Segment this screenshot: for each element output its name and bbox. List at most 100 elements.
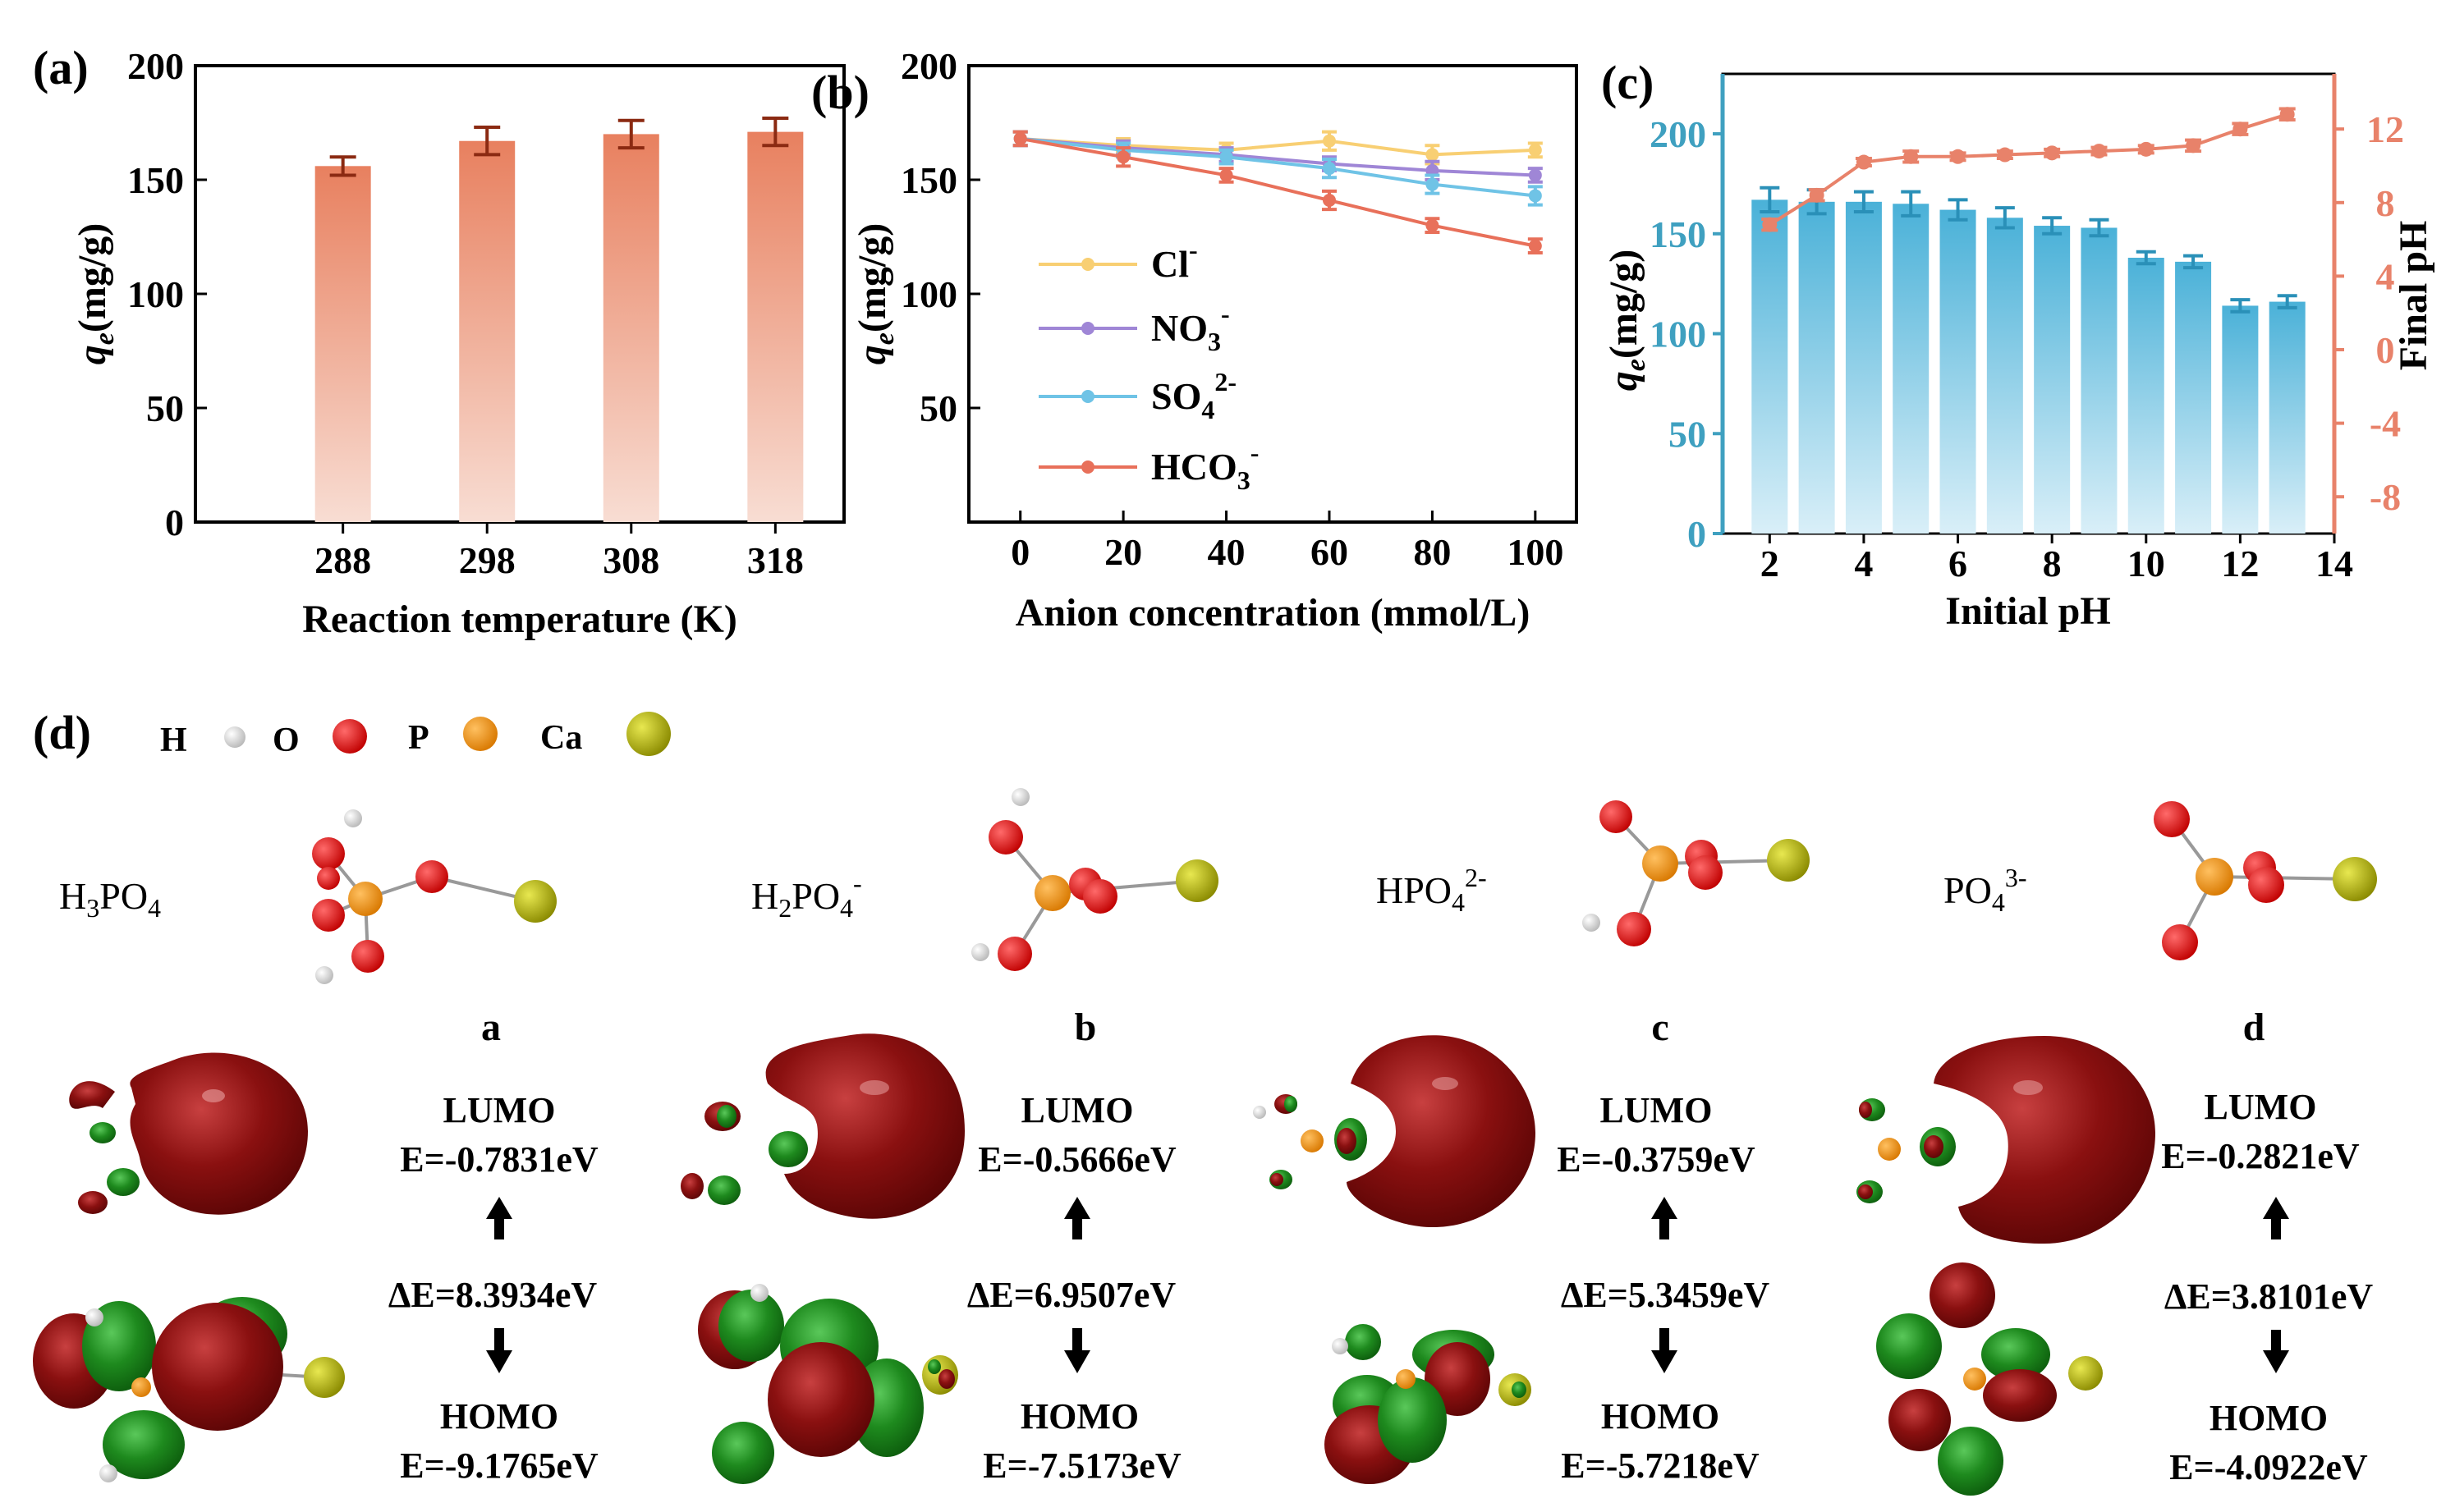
lumo-energy-a: E=-0.7831eV — [400, 1139, 599, 1180]
panel-c-y-symbol: q — [1602, 371, 1645, 391]
legend-p-atom — [463, 717, 498, 751]
panel-b-y-sub: e — [870, 332, 900, 345]
c-ytick-label-0: 0 — [1687, 513, 1706, 555]
b-legend-label-2: SO42- — [1151, 367, 1237, 424]
panel-letter-d: d — [2243, 1006, 2265, 1049]
panel-letter-b: b — [1075, 1006, 1097, 1049]
b-legend-marker-0 — [1081, 258, 1094, 271]
b-xtick-label-4: 80 — [1413, 531, 1451, 573]
b-series-1 — [1012, 130, 1543, 184]
species-h3po4: H3PO4 — [59, 875, 161, 923]
a-ytick-label-1: 50 — [146, 387, 184, 429]
b-legend-sup-1: - — [1221, 299, 1230, 328]
b-legend-label-1: NO3- — [1151, 299, 1230, 356]
a-errorbar-3 — [762, 116, 789, 148]
b-legend-name-1: NO — [1151, 307, 1208, 349]
a-ytick-label-4: 200 — [127, 45, 184, 87]
orbital-energy-panels: a LUMO E=-0.7831eV ΔE=8.3934eV HOMO E=-9… — [388, 1006, 2374, 1487]
a-xtick-label-0: 288 — [314, 539, 371, 581]
c-ph-point-11 — [2279, 107, 2295, 122]
b-legend-marker-2 — [1081, 390, 1094, 403]
panel-c-bars — [1751, 186, 2306, 534]
panel-letter-a: a — [481, 1006, 501, 1049]
panel-b-y-symbol: q — [851, 345, 894, 364]
c-errorbar-0 — [1760, 186, 1780, 213]
c-errorbar-5 — [1994, 206, 2015, 230]
c-y2tick-label-4: 8 — [2376, 182, 2395, 224]
panel-a-bars — [314, 116, 804, 523]
gap-energy-d: ΔE=3.8101eV — [2164, 1276, 2374, 1317]
panel-a-label: (a) — [33, 41, 89, 94]
legend-ca-label: Ca — [540, 719, 582, 757]
a-ytick-label-3: 150 — [127, 159, 184, 201]
panel-c-y2-axis-title: Final pH — [2392, 221, 2435, 371]
panel-b-y-unit: (mg/g) — [851, 223, 894, 332]
panel-c-y2-ticks: -8 -4 0 4 8 12 — [2334, 108, 2404, 518]
panel-c: (c) 0 50 100 150 200 -8 -4 0 4 8 12 2 4 6 8 10 12 14 In… — [1601, 56, 2435, 633]
c-ph-point-1 — [1809, 187, 1824, 203]
b-legend-name-0: Cl — [1151, 243, 1189, 285]
panel-a-y-ticks: 0 50 100 150 200 — [127, 45, 207, 543]
panel-a-y-symbol: q — [71, 345, 114, 364]
c-errorbar-4 — [1948, 198, 1968, 222]
c-ytick-label-3: 150 — [1650, 213, 1706, 255]
lumo-orbital-c — [1253, 1035, 1535, 1227]
b-line-3 — [1020, 136, 1536, 248]
homo-label-b: HOMO — [1021, 1396, 1139, 1436]
c-y2tick-label-2: 0 — [2376, 329, 2395, 371]
b-legend-sup-2: 2- — [1214, 367, 1237, 396]
molecule-h3po4 — [312, 809, 557, 984]
b-point-3-4 — [1425, 218, 1439, 232]
c-errorbar-8 — [2136, 250, 2156, 266]
c-ph-point-5 — [1997, 147, 2012, 163]
b-legend-sub-1: 3 — [1208, 327, 1221, 356]
b-ytick-label-1: 100 — [901, 273, 957, 315]
c-ph-point-7 — [2091, 144, 2107, 159]
down-arrow-a — [486, 1328, 512, 1373]
a-bar-0 — [314, 166, 371, 522]
b-legend-sub-2: 4 — [1201, 395, 1214, 424]
a-ytick-label-2: 100 — [127, 273, 184, 315]
a-bar-3 — [747, 131, 804, 522]
c-bar-10 — [2222, 305, 2259, 534]
up-arrow-d — [2263, 1197, 2289, 1239]
b-xtick-label-2: 40 — [1208, 531, 1246, 573]
c-bar-7 — [2081, 227, 2118, 534]
panel-a-frame — [194, 64, 846, 524]
legend-o-label: O — [273, 722, 300, 759]
b-point-2-2 — [1219, 150, 1233, 164]
gap-energy-a: ΔE=8.3934eV — [388, 1275, 598, 1315]
c-ytick-label-1: 50 — [1668, 413, 1706, 455]
homo-label-d: HOMO — [2210, 1398, 2328, 1438]
panel-c-label: (c) — [1601, 56, 1654, 109]
c-bar-3 — [1893, 204, 1930, 534]
lumo-energy-d: E=-0.2821eV — [2161, 1136, 2360, 1176]
a-ytick-label-0: 0 — [165, 502, 184, 543]
a-bar-2 — [603, 134, 659, 522]
panel-a-y-axis-title: qe(mg/g) — [71, 223, 120, 364]
b-xtick-label-5: 100 — [1507, 531, 1563, 573]
c-y2tick-label-5: 12 — [2366, 108, 2404, 150]
a-errorbar-0 — [329, 155, 356, 177]
b-series-3 — [1012, 130, 1543, 254]
c-errorbar-11 — [2277, 294, 2297, 309]
c-bar-1 — [1798, 201, 1835, 534]
up-arrow-b — [1064, 1197, 1090, 1239]
b-ytick-label-2: 150 — [901, 159, 957, 201]
c-xtick-label-2: 6 — [1948, 543, 1967, 584]
c-errorbar-3 — [1901, 190, 1921, 218]
b-legend-name-2: SO — [1151, 375, 1201, 417]
b-ytick-label-0: 50 — [920, 387, 957, 429]
panel-c-x-ticks: 2 4 6 8 10 12 14 — [1760, 534, 2353, 584]
b-point-0-4 — [1425, 148, 1439, 162]
down-arrow-c — [1651, 1328, 1677, 1373]
b-point-3-1 — [1117, 150, 1131, 164]
panel-c-y-axis-title: qe(mg/g) — [1602, 250, 1651, 391]
c-bar-4 — [1939, 209, 1976, 534]
c-xtick-label-4: 10 — [2127, 543, 2165, 584]
homo-energy-b: E=-7.5173eV — [983, 1446, 1182, 1486]
b-legend-marker-1 — [1081, 322, 1094, 335]
b-point-0-5 — [1528, 143, 1542, 157]
homo-energy-c: E=-5.7218eV — [1561, 1446, 1760, 1486]
c-ph-point-3 — [1903, 149, 1919, 164]
